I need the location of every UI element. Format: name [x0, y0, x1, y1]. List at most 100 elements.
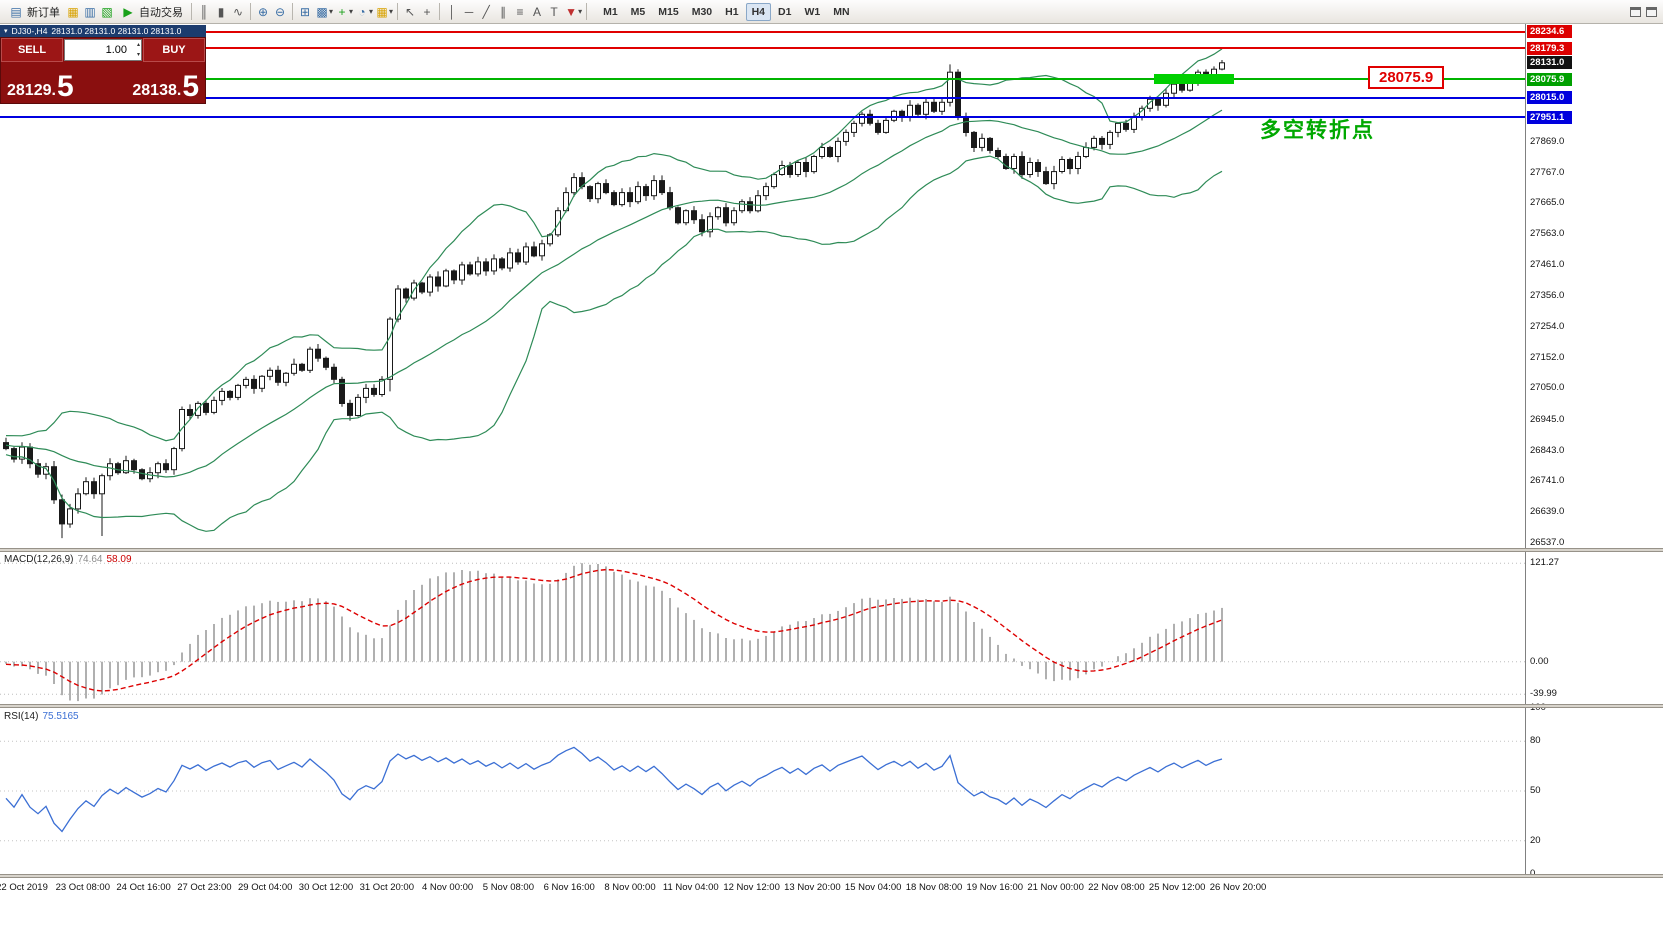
new-chart-icon[interactable]: ▩: [316, 4, 328, 19]
rsi-panel[interactable]: [0, 708, 1525, 874]
sell-price[interactable]: 28129. 5: [7, 69, 74, 103]
timeframe-M5[interactable]: M5: [630, 5, 646, 18]
hline-28015.0[interactable]: [0, 96, 1525, 99]
templates-icon[interactable]: ▦: [376, 4, 388, 19]
bollinger-bands: [5, 48, 1223, 532]
new-order-icon: ▤: [10, 4, 22, 19]
panel-separator[interactable]: [0, 874, 1663, 878]
new-order-button[interactable]: ▤ 新订单: [4, 3, 64, 21]
market-watch-icon[interactable]: ▥: [84, 4, 96, 19]
macd-axis-label: 121.27: [1530, 557, 1560, 569]
ohlc-values: 28131.0 28131.0 28131.0 28131.0: [51, 26, 182, 36]
buy-button[interactable]: BUY: [143, 38, 205, 62]
price-scale-label: 27665.0: [1530, 197, 1565, 209]
time-axis-label: 8 Nov 00:00: [604, 882, 656, 893]
zoom-out-icon[interactable]: ⊖: [274, 4, 286, 19]
price-callout-label[interactable]: 28075.9: [1368, 66, 1445, 89]
price-scale-label: 27767.0: [1530, 166, 1565, 178]
window-restore-icon[interactable]: [1630, 6, 1641, 17]
volume-spinner[interactable]: ▴ ▾: [136, 42, 140, 58]
time-axis-label: 30 Oct 12:00: [298, 882, 354, 893]
price-tag-28075.9: 28075.9: [1527, 72, 1572, 86]
crosshair-icon[interactable]: +: [423, 4, 431, 19]
bollinger-upper-band: [5, 48, 1223, 442]
line-chart-type-icon[interactable]: ∿: [232, 4, 244, 19]
time-axis-label: 27 Oct 23:00: [177, 882, 232, 893]
vertical-line-tool-icon[interactable]: │: [448, 4, 456, 19]
autotrading-button[interactable]: ▶ 自动交易: [116, 3, 187, 21]
price-scale-label: 27563.0: [1530, 227, 1565, 239]
window-new-icon[interactable]: [1646, 6, 1657, 17]
text-label-tool-icon[interactable]: T: [550, 4, 558, 19]
price-scale-label: 26843.0: [1530, 444, 1565, 456]
hline-27951.1[interactable]: [0, 116, 1525, 118]
bollinger-middle-band: [5, 109, 1223, 478]
toolbar-separator: [439, 3, 441, 20]
chevron-down-icon[interactable]: ▾: [349, 7, 354, 16]
hline-28179.3[interactable]: [0, 47, 1525, 50]
collapse-icon[interactable]: ▾: [4, 28, 8, 35]
panel-separator[interactable]: [0, 704, 1663, 708]
timeframe-H1[interactable]: H1: [725, 5, 739, 18]
time-axis-label: 29 Oct 04:00: [237, 882, 293, 893]
price-scale-label: 27254.0: [1530, 321, 1565, 332]
candlestick-type-icon[interactable]: ▮: [217, 4, 225, 19]
channel-tool-icon[interactable]: ∥: [500, 4, 507, 19]
price-scale-label: 26741.0: [1530, 475, 1565, 487]
zoom-in-icon[interactable]: ⊕: [257, 4, 269, 19]
sell-button[interactable]: SELL: [1, 38, 63, 62]
charts-grid-icon[interactable]: ▦: [67, 4, 79, 19]
price-scale-label: 27461.0: [1530, 258, 1565, 270]
chevron-down-icon[interactable]: ▾: [369, 7, 374, 16]
time-axis-label: 22 Nov 08:00: [1088, 882, 1145, 893]
time-axis-label: 15 Nov 04:00: [844, 882, 902, 893]
price-scale-label: 26945.0: [1530, 414, 1565, 425]
time-axis-label: 23 Oct 08:00: [55, 882, 110, 893]
fibonacci-tool-icon[interactable]: ≡: [516, 4, 524, 19]
new-order-label: 新订单: [27, 6, 60, 19]
tile-windows-icon[interactable]: ⊞: [299, 4, 311, 19]
panel-separator[interactable]: [0, 548, 1663, 552]
timeframe-D1[interactable]: D1: [778, 5, 792, 18]
bar-chart-type-icon[interactable]: ║: [199, 4, 209, 19]
timeframe-MN[interactable]: MN: [833, 5, 850, 18]
timeframe-M30[interactable]: M30: [691, 5, 713, 18]
support-zone-highlight[interactable]: [1154, 74, 1234, 85]
text-tool-icon[interactable]: A: [533, 4, 542, 19]
periods-clock-icon[interactable]: ◔: [358, 4, 366, 19]
navigator-icon[interactable]: ▧: [101, 4, 113, 19]
timeframe-M1[interactable]: M1: [603, 5, 618, 18]
price-tag-27951.1: 27951.1: [1527, 110, 1572, 124]
price-scale-label: 27356.0: [1530, 290, 1565, 302]
turning-point-note[interactable]: 多空转折点: [1260, 119, 1375, 142]
chevron-down-icon[interactable]: ▾: [389, 7, 394, 16]
timeframe-W1[interactable]: W1: [804, 5, 821, 18]
timeframe-H4[interactable]: H4: [745, 2, 772, 21]
arrows-tool-icon[interactable]: ▼: [565, 4, 577, 19]
time-axis-label: 5 Nov 08:00: [482, 882, 535, 893]
macd-histogram: [5, 563, 1223, 702]
hline-28075.9[interactable]: [0, 78, 1525, 81]
chevron-down-icon[interactable]: ▾: [578, 7, 583, 16]
buy-price[interactable]: 28138. 5: [132, 69, 199, 103]
macd-panel[interactable]: [0, 552, 1525, 704]
cursor-icon[interactable]: ↖: [405, 4, 416, 19]
chevron-down-icon[interactable]: ▾: [329, 7, 334, 16]
horizontal-line-tool-icon[interactable]: ─: [464, 4, 474, 19]
volume-input[interactable]: [65, 40, 141, 60]
price-axis[interactable]: 27869.0 27767.0 27665.0 27563.0 27461.0 27356…: [1525, 24, 1663, 879]
time-axis-label: 6 Nov 16:00: [543, 882, 595, 893]
price-scale-label: 27152.0: [1530, 351, 1565, 363]
price-scale-label: 27869.0: [1530, 135, 1565, 147]
price-scale-label: 26537.0: [1530, 536, 1565, 548]
rsi-line: [5, 746, 1223, 833]
toolbar: ▤ 新订单 ▦ ▥ ▧ ▶ 自动交易 ║ ▮ ∿ ⊕ ⊖ ⊞ ▩ ▾ + ▾ ◔…: [0, 0, 1663, 24]
time-axis[interactable]: 22 Oct 2019 23 Oct 08:00 24 Oct 16:00 27 Oc…: [0, 878, 1663, 898]
rsi-label: RSI(14) 75.5165: [4, 711, 79, 722]
trendline-tool-icon[interactable]: ╱: [482, 4, 490, 19]
hline-28234.6[interactable]: [0, 30, 1525, 33]
main-price-chart[interactable]: [0, 24, 1525, 548]
indicators-add-icon[interactable]: +: [338, 4, 346, 19]
timeframe-M15[interactable]: M15: [658, 5, 679, 18]
